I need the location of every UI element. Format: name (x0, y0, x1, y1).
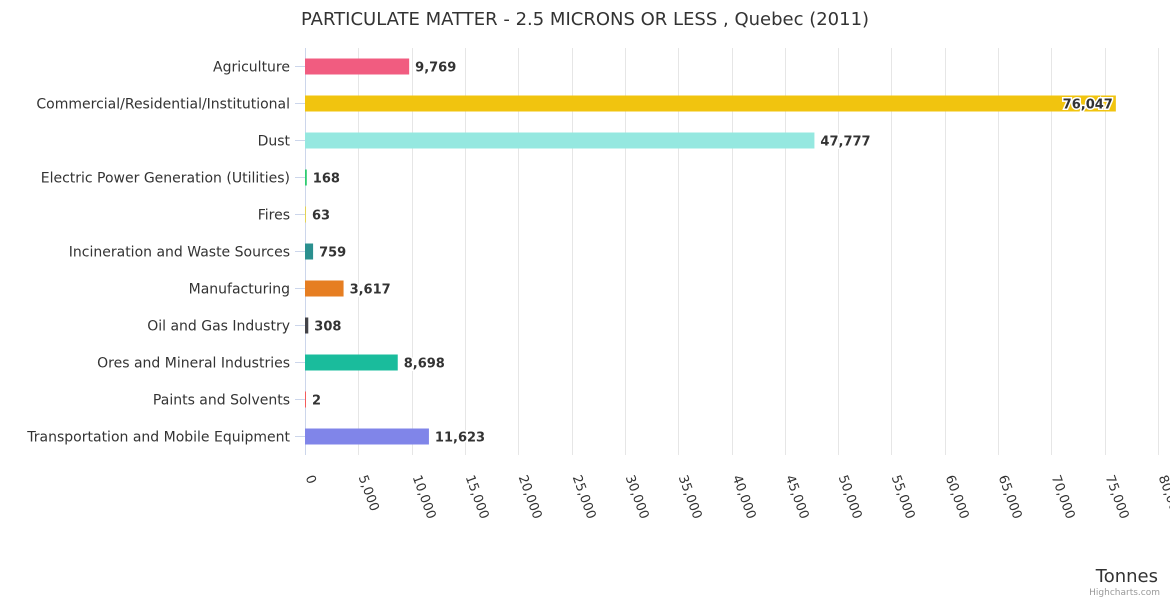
tick-label: 65,000 (995, 473, 1025, 521)
data-labels: 9,769 76,047 47,777 168 63 759 3,617 308 8,698 2 1… (311, 59, 1115, 447)
gridlines (358, 48, 1159, 455)
tick-label: 5,000 (355, 473, 382, 513)
category-label: Paints and Solvents (153, 393, 290, 409)
data-label: 47,777 (820, 135, 870, 150)
data-label: 11,623 (435, 431, 485, 446)
tick-label: 20,000 (515, 473, 545, 521)
tick-label: 30,000 (622, 473, 652, 521)
tick-label: 45,000 (782, 473, 812, 521)
bar[interactable] (305, 132, 815, 149)
data-label: 63 (312, 209, 330, 224)
tick-label: 75,000 (1102, 473, 1132, 521)
data-label: 8,698 (404, 357, 445, 372)
chart-title: PARTICULATE MATTER - 2.5 MICRONS OR LESS… (301, 9, 869, 30)
tick-label: 70,000 (1048, 473, 1078, 521)
category-label: Incineration and Waste Sources (69, 245, 290, 261)
category-label: Ores and Mineral Industries (97, 356, 290, 372)
tick-label: 10,000 (409, 473, 439, 521)
tick-label: 0 (302, 473, 319, 486)
bar[interactable] (305, 354, 398, 371)
data-label: 168 (313, 172, 340, 187)
tick-label: 60,000 (942, 473, 972, 521)
category-label: Dust (258, 134, 291, 150)
value-tick-labels: 0 5,000 10,000 15,000 20,000 25,000 30,000 35,0… (302, 473, 1170, 521)
category-label: Manufacturing (189, 282, 290, 298)
tick-label: 80,000 (1155, 473, 1170, 521)
tick-label: 35,000 (675, 473, 705, 521)
data-label: 2 (312, 394, 321, 409)
tick-label: 25,000 (569, 473, 599, 521)
bar[interactable] (305, 169, 307, 186)
tick-label: 55,000 (888, 473, 918, 521)
category-label: Commercial/Residential/Institutional (36, 97, 290, 113)
category-label: Oil and Gas Industry (147, 319, 290, 335)
bars (305, 58, 1116, 445)
category-labels: Agriculture Commercial/Residential/Instit… (26, 60, 290, 446)
category-label: Agriculture (213, 60, 290, 76)
bar[interactable] (305, 391, 306, 408)
category-axis (295, 48, 306, 455)
data-label: 3,617 (350, 283, 391, 298)
category-label: Electric Power Generation (Utilities) (41, 171, 290, 187)
category-label: Fires (258, 208, 290, 224)
data-label: 76,047 (1063, 98, 1113, 113)
bar[interactable] (305, 280, 344, 297)
data-label: 759 (319, 246, 346, 261)
tick-label: 40,000 (729, 473, 759, 521)
bar[interactable] (305, 95, 1116, 112)
bar[interactable] (305, 428, 429, 445)
bar[interactable] (305, 317, 309, 334)
bar[interactable] (305, 206, 306, 223)
tick-label: 15,000 (462, 473, 492, 521)
bar[interactable] (305, 58, 410, 75)
tick-label: 50,000 (835, 473, 865, 521)
data-label: 308 (314, 320, 341, 335)
bar[interactable] (305, 243, 314, 260)
category-label: Transportation and Mobile Equipment (26, 430, 290, 446)
value-axis-title: Tonnes (1095, 566, 1158, 587)
credits-link[interactable]: Highcharts.com (1089, 588, 1160, 598)
data-label: 9,769 (415, 61, 456, 76)
